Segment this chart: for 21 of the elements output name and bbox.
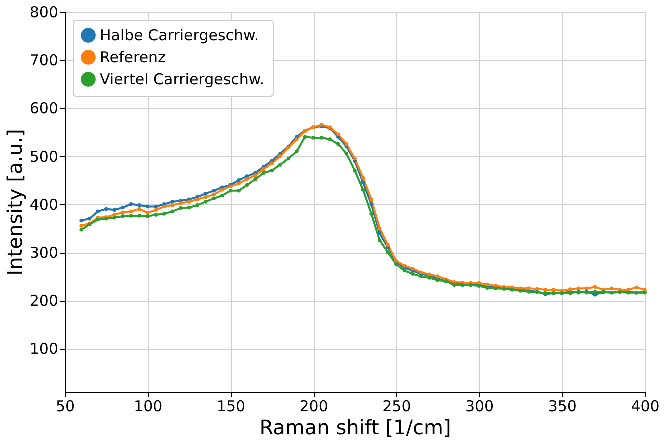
y-tick-label: 600 [30, 100, 58, 118]
y-tick-label: 100 [30, 340, 58, 358]
x-tick-label: 350 [548, 398, 577, 416]
x-axis-title: Raman shift [1/cm] [260, 416, 452, 440]
x-tick-label: 100 [134, 398, 163, 416]
y-tick-label: 500 [30, 148, 58, 166]
y-tick-label: 300 [30, 244, 58, 262]
x-tick-label: 300 [465, 398, 494, 416]
y-tick-label: 400 [30, 196, 58, 214]
x-tick-label: 200 [300, 398, 328, 416]
y-axis-title: Intensity [a.u.] [2, 129, 27, 276]
y-tick-label: 800 [30, 4, 58, 22]
y-tick-label: 700 [30, 52, 58, 70]
x-tick-label: 250 [382, 398, 412, 416]
legend-label: Halbe Carriergeschw. [100, 26, 260, 44]
y-tick-label: 200 [30, 292, 58, 310]
x-tick-label: 50 [56, 398, 76, 416]
legend-label: Referenz [100, 48, 166, 66]
x-tick-label: 400 [631, 398, 660, 416]
x-tick-label: 150 [216, 398, 246, 416]
legend-label: Viertel Carriergeschw. [100, 70, 265, 88]
